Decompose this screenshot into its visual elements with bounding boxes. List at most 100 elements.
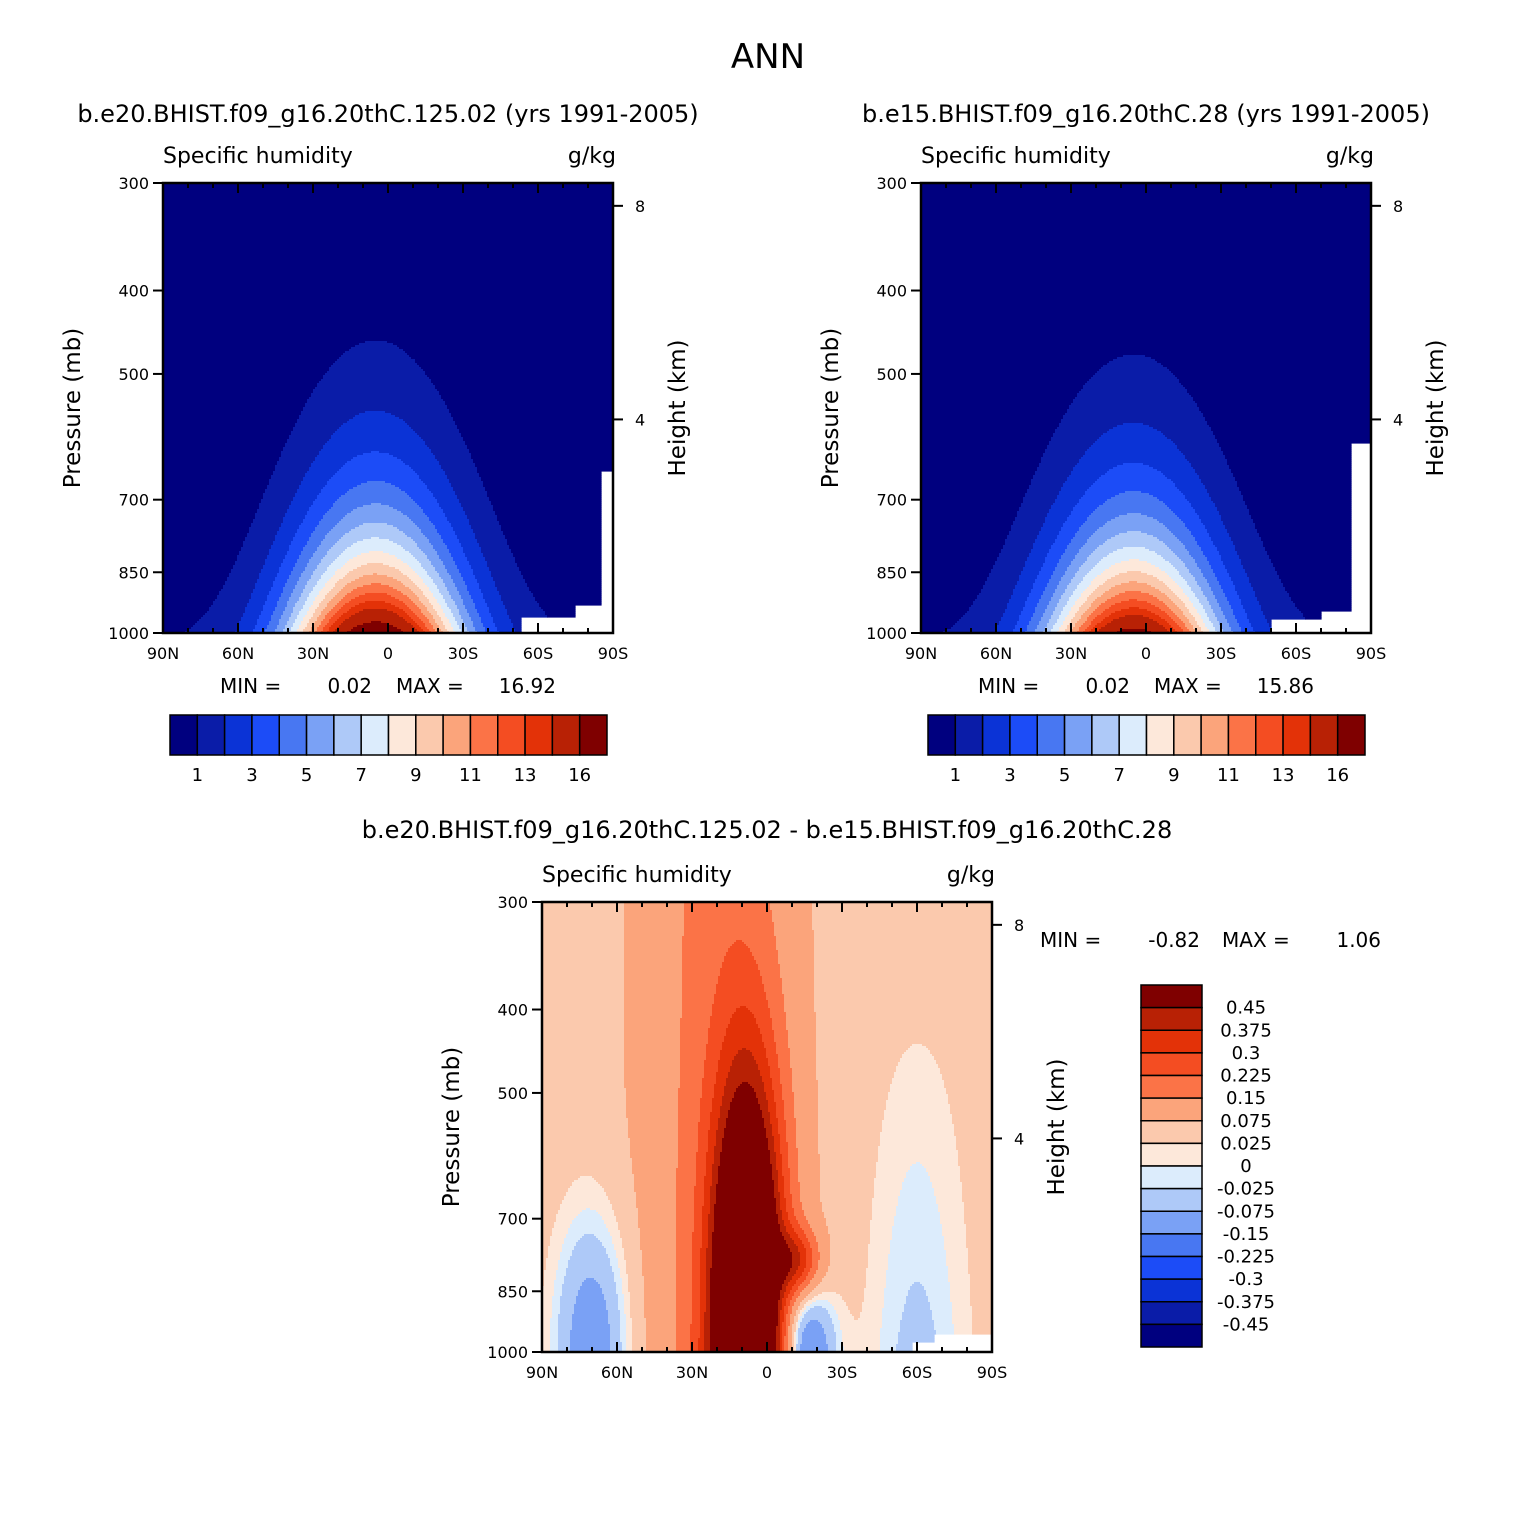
contour-cell bbox=[542, 970, 625, 973]
contour-cell bbox=[1053, 611, 1062, 614]
contour-cell bbox=[319, 603, 328, 606]
contour-cell bbox=[307, 565, 318, 568]
contour-cell bbox=[678, 1112, 701, 1115]
contour-cell bbox=[698, 1122, 711, 1125]
contour-cell bbox=[1103, 525, 1166, 528]
contour-cell bbox=[363, 609, 388, 612]
contour-cell bbox=[431, 577, 442, 580]
contour-cell bbox=[921, 395, 1078, 398]
contour-cell bbox=[163, 215, 613, 218]
colorbar-box bbox=[278, 714, 308, 756]
contour-cell bbox=[921, 451, 1046, 454]
contour-cell bbox=[463, 577, 476, 580]
contour-cell bbox=[542, 1102, 627, 1105]
contour-cell bbox=[353, 569, 400, 572]
contour-cell bbox=[1105, 569, 1162, 572]
contour-cell bbox=[1027, 629, 1036, 632]
contour-cell bbox=[1007, 537, 1038, 540]
contour-cell bbox=[471, 619, 482, 622]
contour-cell bbox=[1191, 589, 1202, 592]
contour-cell bbox=[760, 1106, 769, 1109]
contour-cell bbox=[471, 597, 484, 600]
contour-cell bbox=[1227, 461, 1352, 464]
contour-cell bbox=[706, 1044, 723, 1047]
contour-cell bbox=[680, 1072, 705, 1075]
contour-cell bbox=[529, 589, 602, 592]
contour-cell bbox=[351, 459, 402, 462]
contour-cell bbox=[1253, 589, 1286, 592]
contour-cell bbox=[451, 575, 462, 578]
contour-cell bbox=[297, 421, 348, 424]
contour-cell bbox=[944, 1086, 992, 1089]
contour-cell bbox=[395, 485, 428, 488]
contour-cell bbox=[714, 1152, 721, 1155]
contour-cell bbox=[1199, 409, 1371, 412]
contour-cell bbox=[515, 559, 602, 562]
contour-cell bbox=[321, 575, 334, 578]
contour-cell bbox=[1183, 493, 1210, 496]
contour-cell bbox=[1063, 523, 1084, 526]
contour-cell bbox=[337, 429, 414, 432]
contour-cell bbox=[794, 1110, 819, 1113]
contour-cell bbox=[163, 277, 613, 280]
contour-cell bbox=[163, 593, 220, 596]
contour-cell bbox=[816, 1052, 905, 1055]
contour-cell bbox=[542, 1100, 627, 1103]
contour-cell bbox=[786, 1134, 797, 1137]
contour-cell bbox=[409, 587, 420, 590]
contour-cell bbox=[722, 962, 757, 965]
contour-cell bbox=[317, 495, 342, 498]
contour-cell bbox=[335, 525, 360, 528]
contour-cell bbox=[700, 1112, 711, 1115]
contour-cell bbox=[744, 942, 777, 945]
contour-cell bbox=[812, 920, 992, 923]
contour-cell bbox=[816, 1066, 897, 1069]
colorbar-label: 9 bbox=[1168, 765, 1179, 786]
contour-cell bbox=[886, 1102, 949, 1105]
contour-cell bbox=[1187, 607, 1196, 610]
contour-cell bbox=[1017, 623, 1030, 626]
contour-cell bbox=[405, 611, 414, 614]
contour-cell bbox=[225, 583, 256, 586]
contour-cell bbox=[349, 531, 404, 534]
contour-cell bbox=[921, 595, 978, 598]
contour-cell bbox=[1007, 605, 1026, 608]
contour-cell bbox=[347, 593, 366, 596]
contour-cell bbox=[1159, 615, 1170, 618]
contour-cell bbox=[678, 1164, 697, 1167]
contour-cell bbox=[303, 519, 322, 522]
contour-cell bbox=[1171, 577, 1184, 580]
contour-cell bbox=[1067, 569, 1080, 572]
contour-cell bbox=[764, 1044, 777, 1047]
contour-cell bbox=[1091, 485, 1176, 488]
contour-cell bbox=[921, 629, 948, 632]
contour-cell bbox=[163, 351, 346, 354]
contour-cell bbox=[1281, 579, 1352, 582]
contour-cell bbox=[455, 531, 474, 534]
contour-cell bbox=[283, 611, 294, 614]
contour-cell bbox=[1057, 603, 1068, 606]
contour-cell bbox=[678, 1116, 701, 1119]
contour-cell bbox=[421, 479, 450, 482]
contour-cell bbox=[1063, 607, 1072, 610]
contour-cell bbox=[730, 1102, 759, 1105]
contour-cell bbox=[341, 425, 410, 428]
contour-cell bbox=[335, 585, 346, 588]
contour-cell bbox=[776, 1152, 781, 1155]
contour-cell bbox=[798, 1150, 819, 1153]
contour-cell bbox=[391, 413, 452, 416]
contour-cell bbox=[435, 567, 446, 570]
contour-cell bbox=[704, 1076, 717, 1079]
contour-cell bbox=[537, 601, 602, 604]
contour-cell bbox=[762, 1038, 775, 1041]
contour-cell bbox=[624, 970, 683, 973]
contour-cell bbox=[1071, 539, 1088, 542]
y-tick-label: 400 bbox=[876, 282, 907, 301]
contour-cell bbox=[776, 948, 815, 951]
contour-cell bbox=[1219, 621, 1228, 624]
contour-cell bbox=[724, 1090, 737, 1093]
contour-cell bbox=[1031, 479, 1068, 482]
contour-cell bbox=[1043, 615, 1052, 618]
contour-cell bbox=[163, 429, 294, 432]
contour-cell bbox=[678, 1122, 699, 1125]
